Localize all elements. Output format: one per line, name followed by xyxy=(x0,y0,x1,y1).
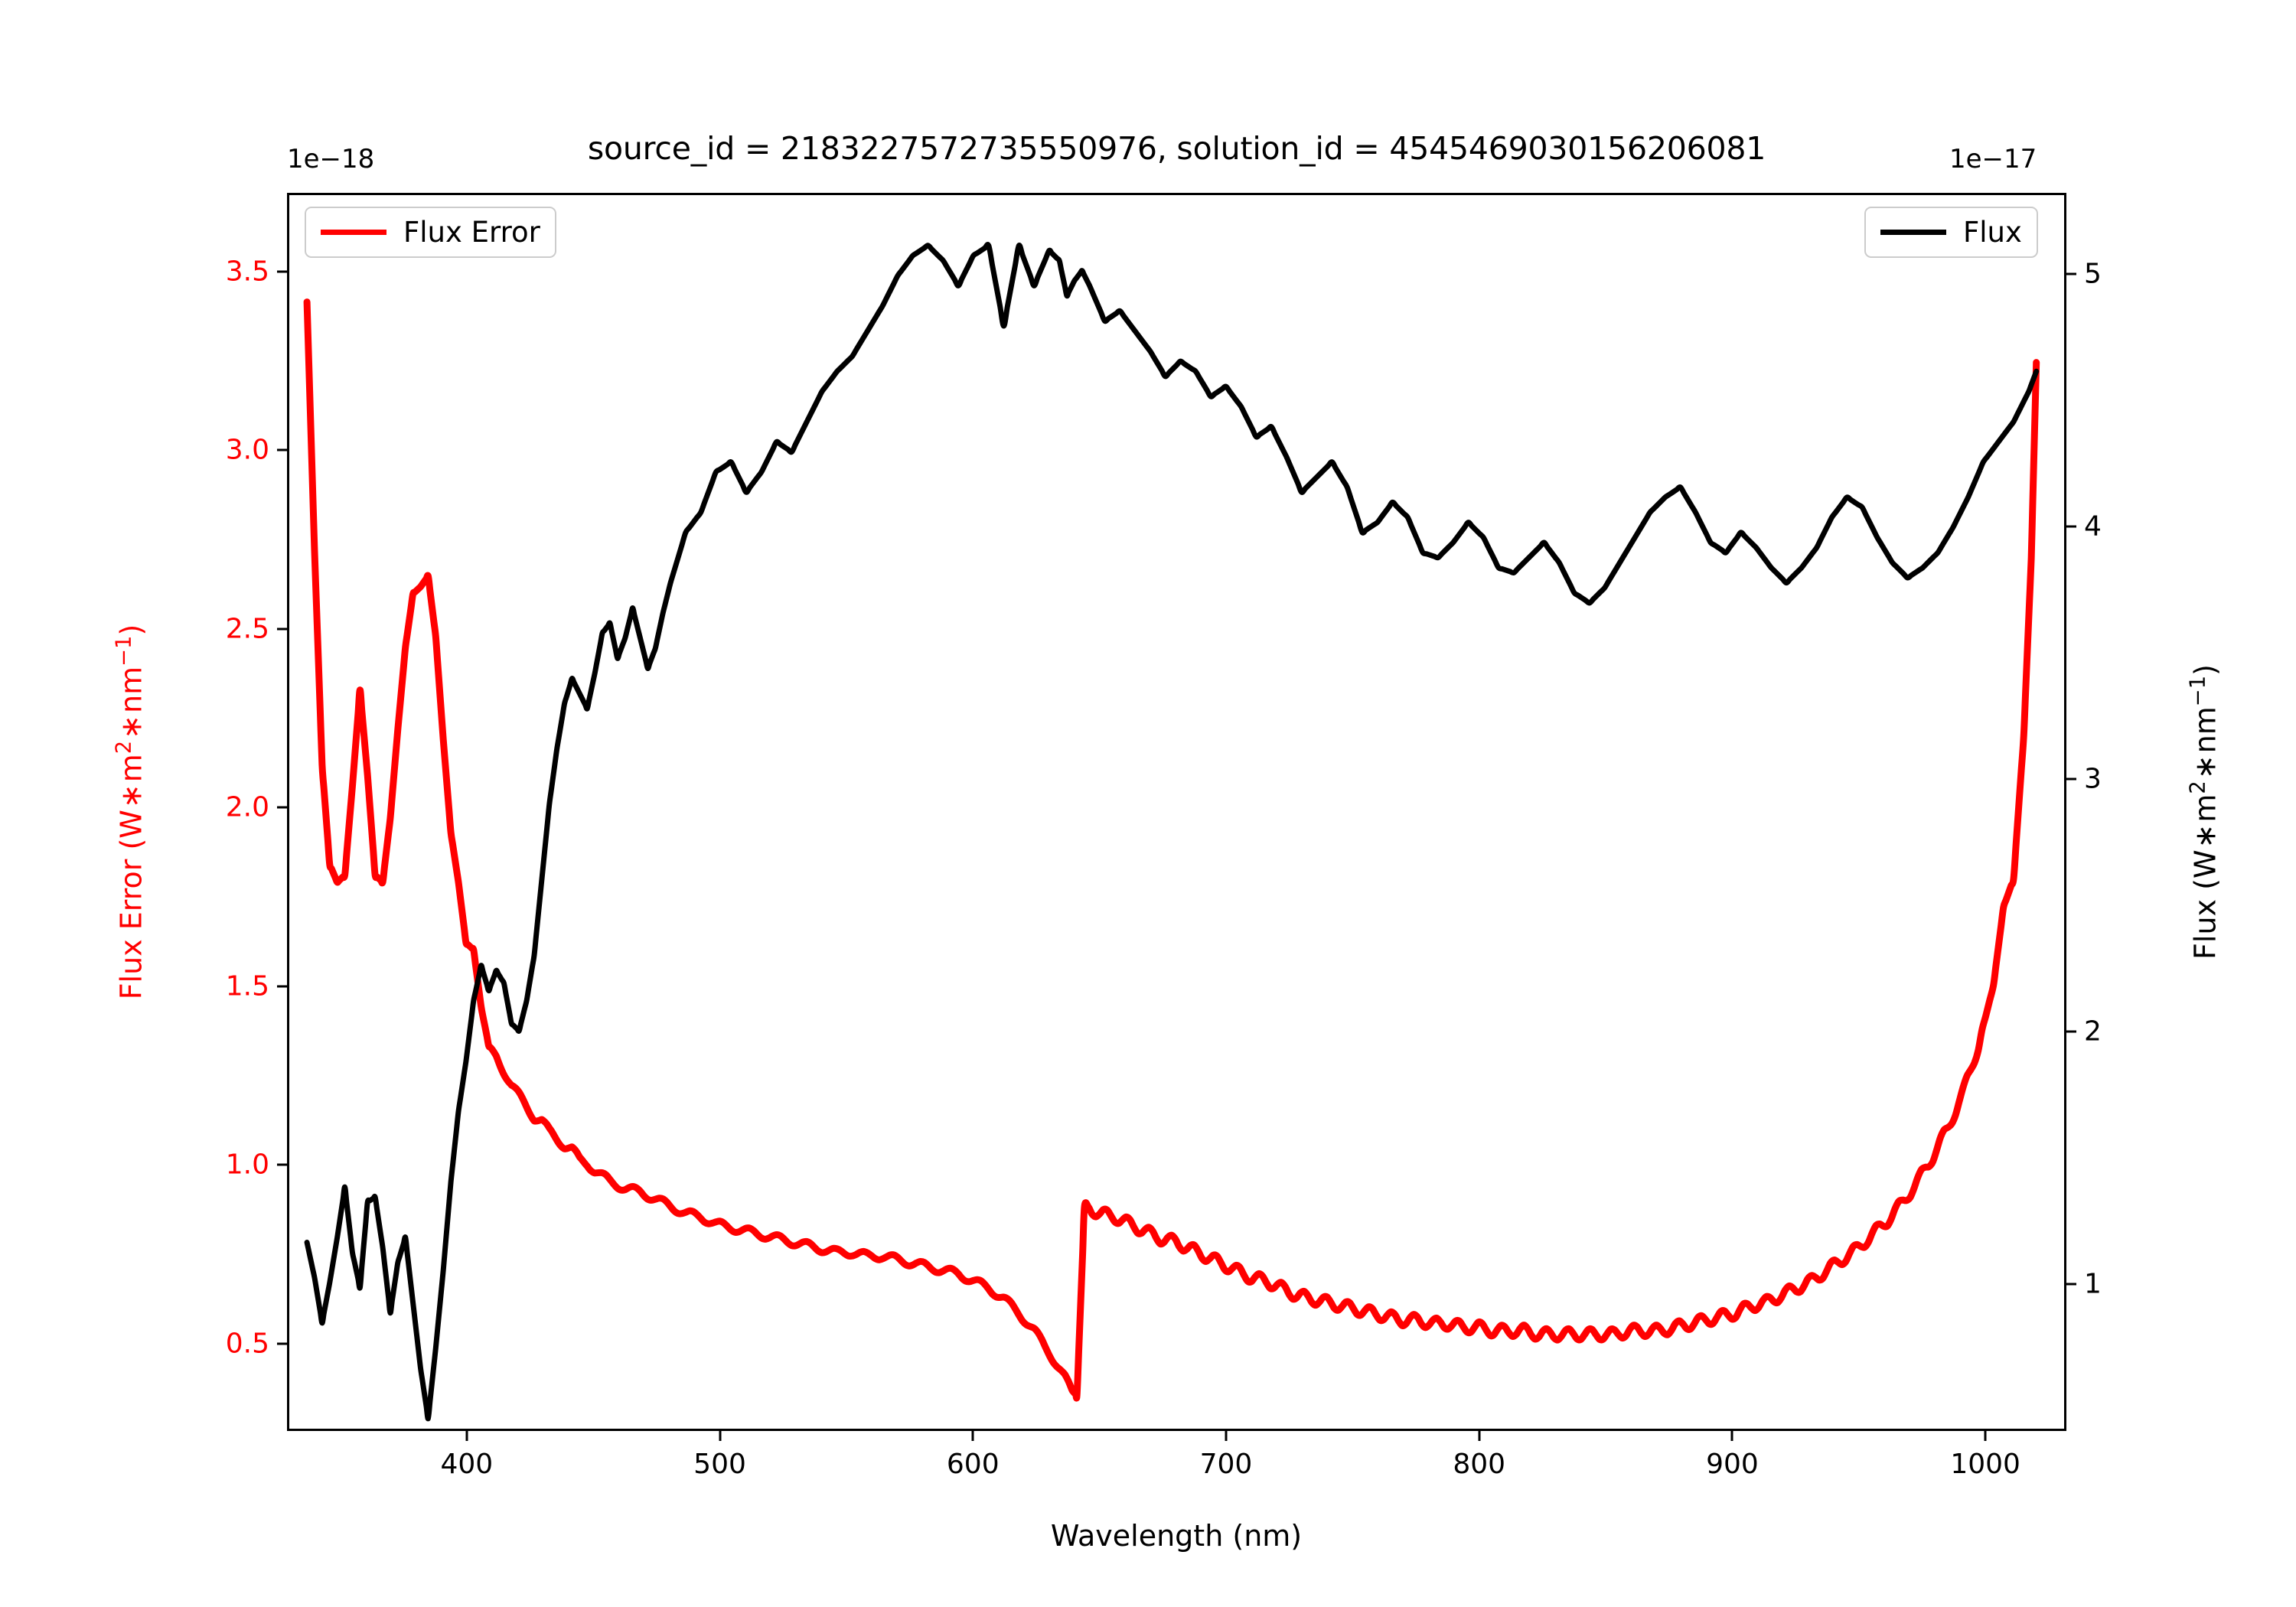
tick-mark-bottom-5 xyxy=(1730,1431,1733,1441)
left-axis-label-mid: m xyxy=(114,754,148,783)
tick-mark-left-6 xyxy=(277,270,287,273)
y-left-tick-label-3: 2.0 xyxy=(225,791,269,823)
y-right-tick-label-2: 3 xyxy=(2084,763,2102,795)
tick-mark-left-5 xyxy=(277,448,287,451)
x-tick-label-6: 1000 xyxy=(1950,1449,2020,1480)
tick-mark-left-2 xyxy=(277,985,287,988)
tick-mark-bottom-1 xyxy=(719,1431,722,1441)
left-axis-label-sup2: −1 xyxy=(112,635,136,667)
flux-curve xyxy=(304,242,2040,1422)
left-axis-label-sup1: 2 xyxy=(112,740,136,755)
star-glyph-3: ∗ xyxy=(2188,823,2223,849)
x-axis-label: Wavelength (nm) xyxy=(1050,1519,1303,1553)
legend-label-flux: Flux xyxy=(1963,216,2022,249)
right-axis-label: Flux (W∗m2∗nm−1) xyxy=(2187,664,2223,960)
legend-label-flux-error: Flux Error xyxy=(403,216,540,249)
right-axis-label-sup2: −1 xyxy=(2186,675,2210,707)
flux-error-curve xyxy=(303,298,2040,1402)
tick-mark-right-3 xyxy=(2066,525,2076,528)
x-tick-label-3: 700 xyxy=(1199,1449,1253,1480)
legend-line-flux-error-icon xyxy=(321,230,386,235)
right-axis-label-sup1: 2 xyxy=(2186,781,2210,794)
y-left-tick-label-2: 1.5 xyxy=(225,970,269,1002)
legend-flux[interactable]: Flux xyxy=(1864,207,2038,258)
y-left-tick-label-6: 3.5 xyxy=(225,256,269,288)
legend-line-flux-icon xyxy=(1880,230,1946,235)
tick-mark-left-4 xyxy=(277,627,287,631)
x-tick-label-1: 500 xyxy=(693,1449,746,1480)
legend-flux-error[interactable]: Flux Error xyxy=(305,207,556,258)
x-tick-label-2: 600 xyxy=(946,1449,1000,1480)
y-left-tick-label-0: 0.5 xyxy=(225,1328,269,1360)
star-glyph-1: ∗ xyxy=(114,784,148,809)
right-axis-label-mid: m xyxy=(2188,794,2223,823)
tick-mark-bottom-6 xyxy=(1984,1431,1987,1441)
plot-area xyxy=(287,193,2066,1431)
left-axis-label-tail: nm xyxy=(114,666,148,713)
left-axis-label: Flux Error (W∗m2∗nm−1) xyxy=(113,624,148,1000)
right-axis-offset-label: 1e−17 xyxy=(1949,144,2037,174)
tick-mark-bottom-2 xyxy=(971,1431,974,1441)
tick-mark-bottom-4 xyxy=(1478,1431,1481,1441)
y-left-tick-label-5: 3.0 xyxy=(225,434,269,466)
tick-mark-left-3 xyxy=(277,806,287,809)
tick-mark-left-1 xyxy=(277,1163,287,1166)
tick-mark-right-1 xyxy=(2066,1030,2076,1033)
x-tick-label-0: 400 xyxy=(440,1449,494,1480)
star-glyph-4: ∗ xyxy=(2188,755,2223,780)
y-left-tick-label-1: 1.0 xyxy=(225,1149,269,1181)
data-curves xyxy=(303,242,2040,1422)
left-axis-label-close: ) xyxy=(114,624,148,636)
y-right-tick-label-1: 2 xyxy=(2084,1015,2102,1048)
y-right-tick-label-3: 4 xyxy=(2084,510,2102,543)
x-tick-label-5: 900 xyxy=(1706,1449,1759,1480)
tick-mark-right-2 xyxy=(2066,777,2076,781)
tick-mark-right-0 xyxy=(2066,1283,2076,1286)
right-axis-label-prefix: Flux (W xyxy=(2188,849,2223,960)
right-axis-label-tail: nm xyxy=(2188,706,2223,754)
x-tick-label-4: 800 xyxy=(1453,1449,1506,1480)
y-right-tick-label-0: 1 xyxy=(2084,1268,2102,1300)
plot-title: source_id = 2183227572735550976, solutio… xyxy=(587,130,1766,167)
y-right-tick-label-4: 5 xyxy=(2084,258,2102,290)
right-axis-label-close: ) xyxy=(2188,664,2223,676)
y-left-tick-label-4: 2.5 xyxy=(225,613,269,645)
tick-mark-right-4 xyxy=(2066,272,2076,275)
tick-mark-bottom-3 xyxy=(1225,1431,1228,1441)
left-axis-label-prefix: Flux Error (W xyxy=(114,810,148,1000)
tick-mark-bottom-0 xyxy=(465,1431,468,1441)
star-glyph-2: ∗ xyxy=(114,714,148,739)
left-axis-offset-label: 1e−18 xyxy=(287,144,375,174)
tick-mark-left-0 xyxy=(277,1342,287,1345)
